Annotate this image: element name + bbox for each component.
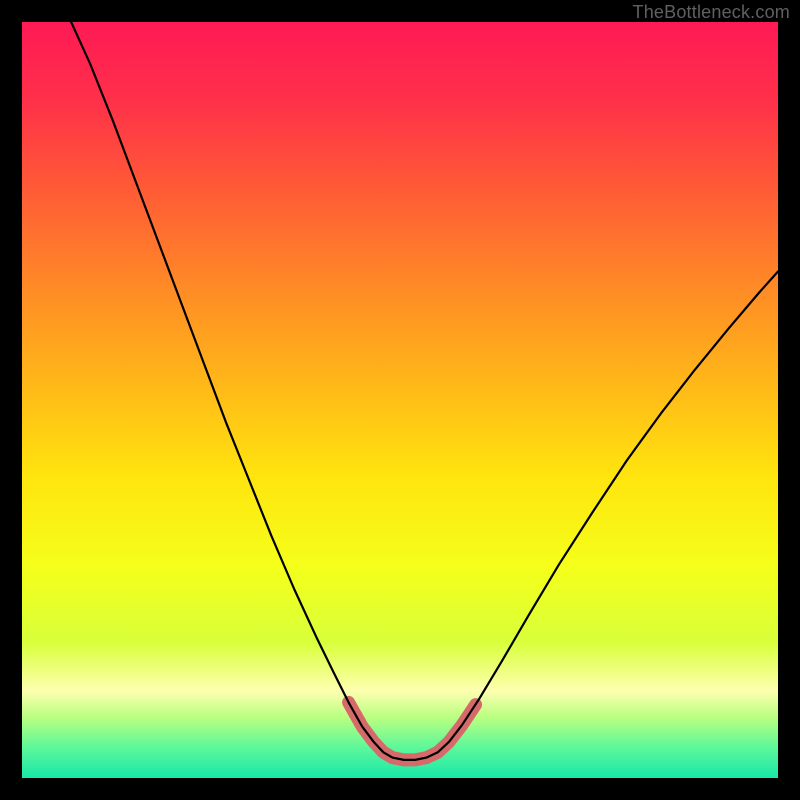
bottleneck-curve-svg — [22, 22, 778, 778]
plot-area — [22, 22, 778, 778]
watermark-text: TheBottleneck.com — [633, 2, 790, 23]
gradient-background — [22, 22, 778, 778]
chart-frame: TheBottleneck.com — [0, 0, 800, 800]
